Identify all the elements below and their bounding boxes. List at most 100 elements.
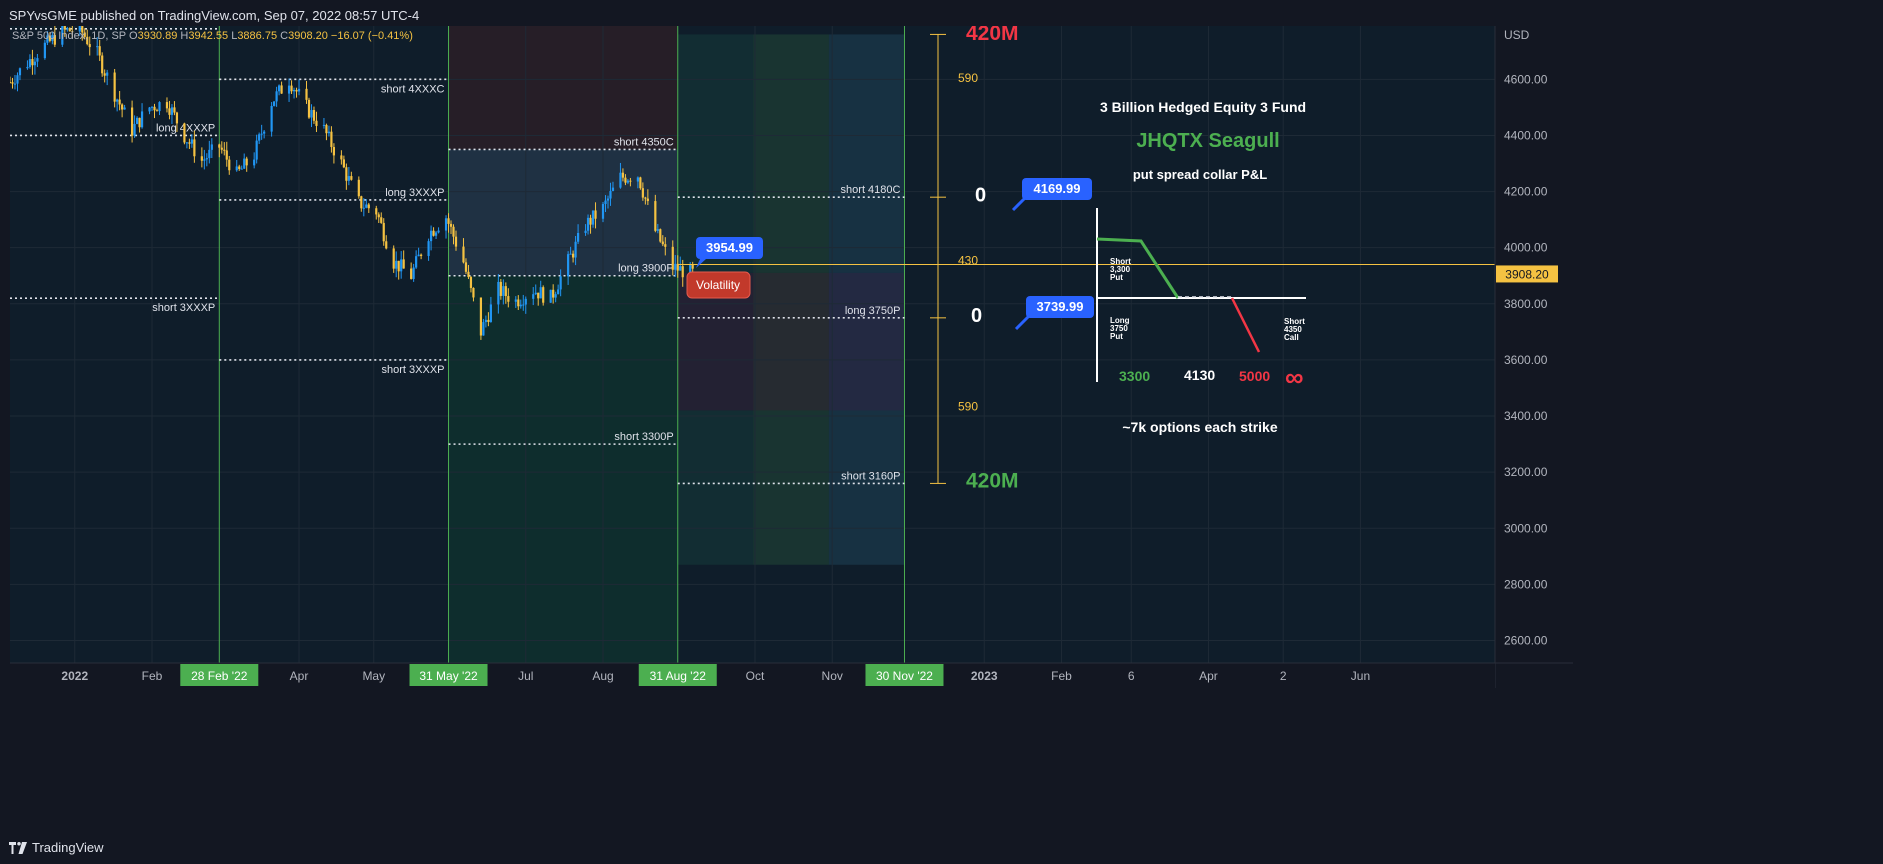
candle-body — [472, 287, 475, 298]
candle-body — [591, 210, 595, 225]
candle-body — [81, 26, 84, 33]
shaded-zones — [448, 26, 905, 663]
price-chart[interactable]: short 4XXXC long 4XXXP long 3XXXP short 3XX… — [10, 26, 1883, 828]
candle-body — [36, 58, 39, 62]
candle-body — [340, 155, 343, 160]
candle-body — [150, 106, 154, 108]
candle-body — [315, 120, 318, 126]
candle-body — [165, 102, 169, 109]
candle-body — [554, 294, 557, 298]
candle-body — [253, 159, 256, 166]
tradingview-logo-icon — [9, 842, 27, 854]
candle-body — [33, 61, 37, 66]
candle-body — [589, 217, 592, 225]
candle-body — [175, 112, 179, 124]
candle-body — [452, 226, 455, 237]
candle-body — [26, 66, 29, 69]
candle-body — [619, 172, 622, 188]
long-put-label: 3750 — [1110, 324, 1128, 333]
candle-body — [594, 210, 597, 219]
candle-body — [462, 246, 465, 263]
price-tick-label: 3600.00 — [1504, 353, 1548, 367]
time-tick-label: 2 — [1280, 669, 1287, 683]
badge-3954-box — [696, 237, 763, 259]
candle-body — [487, 319, 490, 322]
candle-body — [68, 28, 71, 32]
legend-open: 3930.89 — [138, 30, 178, 42]
candle-body — [552, 289, 555, 298]
candle-body — [502, 286, 505, 296]
candle-body — [48, 35, 51, 41]
candle-body — [539, 287, 542, 299]
fund-name: JHQTX Seagull — [1136, 130, 1279, 152]
candle-body — [484, 319, 487, 323]
candle-body — [188, 142, 191, 144]
candle-body — [96, 46, 99, 48]
candle-body — [220, 147, 223, 150]
time-axis-labels: 2022 Feb Apr May Jul Aug Oct Nov 2023 Feb 6 Apr 2 Jun… — [61, 664, 1370, 686]
candle-body — [133, 123, 136, 136]
level-label: short 4180C — [841, 184, 901, 196]
date-badge-box — [180, 664, 259, 686]
candle-body — [621, 172, 625, 178]
candle-body — [312, 110, 316, 121]
time-tick-label: 2022 — [61, 669, 88, 683]
price-tick-label: 4600.00 — [1504, 72, 1548, 86]
price-tick-label: 3400.00 — [1504, 409, 1548, 423]
candle-body — [287, 85, 291, 94]
options-footnote: ~7k options each strike — [1122, 419, 1277, 435]
short-call-label: Short — [1284, 317, 1305, 326]
candle-body — [277, 85, 281, 92]
time-tick-label: Feb — [142, 669, 163, 683]
candle-body — [449, 223, 453, 227]
price-tick-label: 2800.00 — [1504, 577, 1548, 591]
candle-body — [427, 241, 430, 256]
candle-body — [270, 105, 273, 132]
candle-body — [138, 117, 141, 128]
time-tick-label: 6 — [1128, 669, 1135, 683]
candle-body — [639, 177, 642, 189]
candle-body — [629, 180, 632, 182]
candle-body — [330, 131, 333, 148]
candle-body — [66, 28, 69, 30]
badge-3739-box — [1026, 296, 1094, 318]
candle-body — [681, 266, 684, 278]
grid — [10, 26, 1495, 663]
candle-body — [559, 276, 562, 290]
price-badges: 3954.99 4169.99 3739.99 Volatility — [686, 178, 1094, 331]
candle-body — [400, 259, 403, 272]
candle-body — [357, 179, 360, 197]
tradingview-brand[interactable]: TradingView — [32, 840, 104, 855]
highlight-vertical-lines — [218, 26, 905, 663]
candle-body — [611, 187, 615, 191]
candle-body — [305, 88, 308, 100]
price-axis[interactable] — [1495, 26, 1573, 663]
level-label: long 3XXXP — [385, 187, 444, 199]
legend-change: −16.07 (−0.41%) — [331, 30, 413, 42]
candle-body — [210, 144, 213, 150]
short-put-label: Put — [1110, 273, 1123, 282]
short-put-label: 3,300 — [1110, 265, 1131, 274]
short-put-label: Short — [1110, 257, 1131, 266]
candle-body — [10, 82, 12, 84]
candle-body — [532, 294, 535, 299]
candle-body — [679, 266, 682, 271]
date-badge: 31 Aug '22 — [650, 669, 707, 683]
candle-body — [469, 277, 473, 288]
candle-body — [415, 256, 418, 268]
zone-lower — [677, 410, 905, 565]
candle-body — [569, 253, 572, 255]
volatility-label: Volatility — [696, 278, 740, 292]
candle-body — [53, 35, 56, 45]
candle-body — [362, 207, 365, 209]
time-tick-label: Aug — [592, 669, 613, 683]
candle-body — [170, 107, 174, 115]
candle-body — [61, 26, 64, 45]
candle-body — [360, 196, 363, 209]
candle-body — [676, 263, 679, 271]
candle-body — [235, 166, 238, 171]
candle-body — [106, 72, 109, 76]
candle-body — [641, 188, 644, 198]
payoff-gain-line — [1096, 237, 1180, 299]
legend-low: 3886.75 — [237, 30, 277, 42]
